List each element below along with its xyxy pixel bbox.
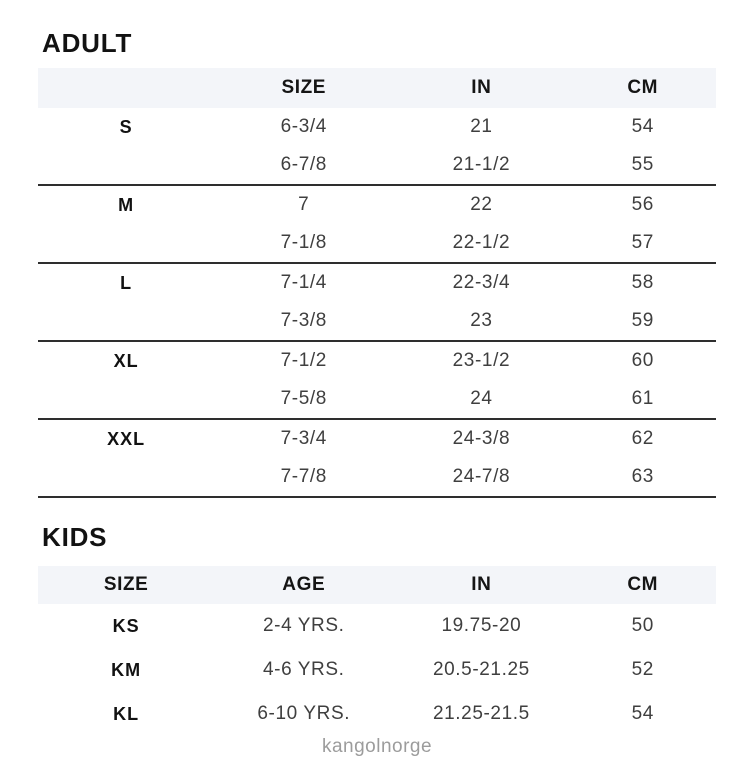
cell-cm: 54 bbox=[631, 703, 654, 724]
row-label: L bbox=[120, 272, 133, 293]
cell-size: 7-3/8 bbox=[280, 310, 327, 331]
adult-group-l: L 7-1/4 22-3/4 58 7-3/8 23 59 bbox=[38, 264, 716, 342]
cell-size: 7-1/2 bbox=[280, 350, 327, 371]
cell-size: 6-7/8 bbox=[280, 154, 327, 175]
adult-header-cm: CM bbox=[627, 77, 659, 98]
table-row: 6-7/8 21-1/2 55 bbox=[38, 146, 716, 184]
row-label: S bbox=[119, 116, 133, 137]
kids-header-cm: CM bbox=[627, 574, 659, 595]
cell-cm: 52 bbox=[631, 659, 654, 680]
adult-table-header-row: SIZE IN CM bbox=[38, 68, 716, 108]
adult-group-xxl: XXL 7-3/4 24-3/8 62 7-7/8 24-7/8 63 bbox=[38, 420, 716, 498]
cell-cm: 56 bbox=[631, 194, 654, 215]
cell-cm: 60 bbox=[631, 350, 654, 371]
table-row: 7-7/8 24-7/8 63 bbox=[38, 458, 716, 496]
cell-in: 19.75-20 bbox=[441, 615, 522, 636]
kids-table-header-row: SIZE AGE IN CM bbox=[38, 566, 716, 604]
cell-in: 24-3/8 bbox=[452, 428, 511, 449]
cell-size: 6-3/4 bbox=[280, 116, 327, 137]
cell-cm: 57 bbox=[631, 232, 654, 253]
kids-header-size: SIZE bbox=[103, 574, 149, 595]
adult-group-m: M 7 22 56 7-1/8 22-1/2 57 bbox=[38, 186, 716, 264]
table-row: S 6-3/4 21 54 bbox=[38, 108, 716, 146]
adult-group-xl: XL 7-1/2 23-1/2 60 7-5/8 24 61 bbox=[38, 342, 716, 420]
adult-header-size: SIZE bbox=[281, 77, 327, 98]
cell-in: 21 bbox=[470, 116, 493, 137]
table-row: XL 7-1/2 23-1/2 60 bbox=[38, 342, 716, 380]
kids-header-age: AGE bbox=[282, 574, 326, 595]
kids-section-title: KIDS bbox=[42, 522, 108, 552]
cell-cm: 55 bbox=[631, 154, 654, 175]
adult-size-table: SIZE IN CM S 6-3/4 21 54 6-7/8 21-1/2 55… bbox=[38, 68, 716, 498]
cell-in: 24-7/8 bbox=[452, 466, 511, 487]
cell-in: 22 bbox=[470, 194, 493, 215]
row-label: KS bbox=[112, 615, 140, 636]
table-row: L 7-1/4 22-3/4 58 bbox=[38, 264, 716, 302]
table-row: KM 4-6 YRS. 20.5-21.25 52 bbox=[38, 648, 716, 692]
adult-section-title: ADULT bbox=[42, 28, 133, 58]
cell-in: 22-3/4 bbox=[452, 272, 511, 293]
cell-in: 22-1/2 bbox=[452, 232, 511, 253]
cell-age: 2-4 YRS. bbox=[262, 615, 345, 636]
cell-cm: 62 bbox=[631, 428, 654, 449]
table-row: 7-5/8 24 61 bbox=[38, 380, 716, 418]
table-row: KL 6-10 YRS. 21.25-21.5 54 bbox=[38, 692, 716, 736]
cell-cm: 63 bbox=[631, 466, 654, 487]
cell-in: 23 bbox=[470, 310, 493, 331]
cell-cm: 54 bbox=[631, 116, 654, 137]
cell-in: 21-1/2 bbox=[452, 154, 511, 175]
cell-in: 24 bbox=[470, 388, 493, 409]
table-row: M 7 22 56 bbox=[38, 186, 716, 224]
cell-cm: 58 bbox=[631, 272, 654, 293]
table-row: XXL 7-3/4 24-3/8 62 bbox=[38, 420, 716, 458]
cell-size: 7 bbox=[298, 194, 310, 215]
row-label: KM bbox=[111, 659, 142, 680]
table-row: 7-3/8 23 59 bbox=[38, 302, 716, 340]
adult-group-s: S 6-3/4 21 54 6-7/8 21-1/2 55 bbox=[38, 108, 716, 186]
row-label: KL bbox=[113, 703, 140, 724]
cell-age: 4-6 YRS. bbox=[262, 659, 345, 680]
cell-cm: 59 bbox=[631, 310, 654, 331]
table-row: KS 2-4 YRS. 19.75-20 50 bbox=[38, 604, 716, 648]
kids-size-table: SIZE AGE IN CM KS 2-4 YRS. 19.75-20 50 K… bbox=[38, 566, 716, 736]
table-row: 7-1/8 22-1/2 57 bbox=[38, 224, 716, 262]
cell-size: 7-5/8 bbox=[280, 388, 327, 409]
cell-cm: 61 bbox=[631, 388, 654, 409]
cell-size: 7-3/4 bbox=[280, 428, 327, 449]
cell-size: 7-7/8 bbox=[280, 466, 327, 487]
cell-size: 7-1/4 bbox=[280, 272, 327, 293]
cell-in: 20.5-21.25 bbox=[432, 659, 530, 680]
brand-watermark: kangolnorge bbox=[321, 736, 433, 757]
cell-cm: 50 bbox=[631, 615, 654, 636]
cell-in: 21.25-21.5 bbox=[432, 703, 530, 724]
adult-header-in: IN bbox=[471, 77, 492, 98]
cell-in: 23-1/2 bbox=[452, 350, 511, 371]
cell-age: 6-10 YRS. bbox=[257, 703, 351, 724]
row-label: M bbox=[118, 194, 135, 215]
kids-header-in: IN bbox=[471, 574, 492, 595]
row-label: XXL bbox=[107, 428, 146, 449]
cell-size: 7-1/8 bbox=[280, 232, 327, 253]
row-label: XL bbox=[113, 350, 139, 371]
